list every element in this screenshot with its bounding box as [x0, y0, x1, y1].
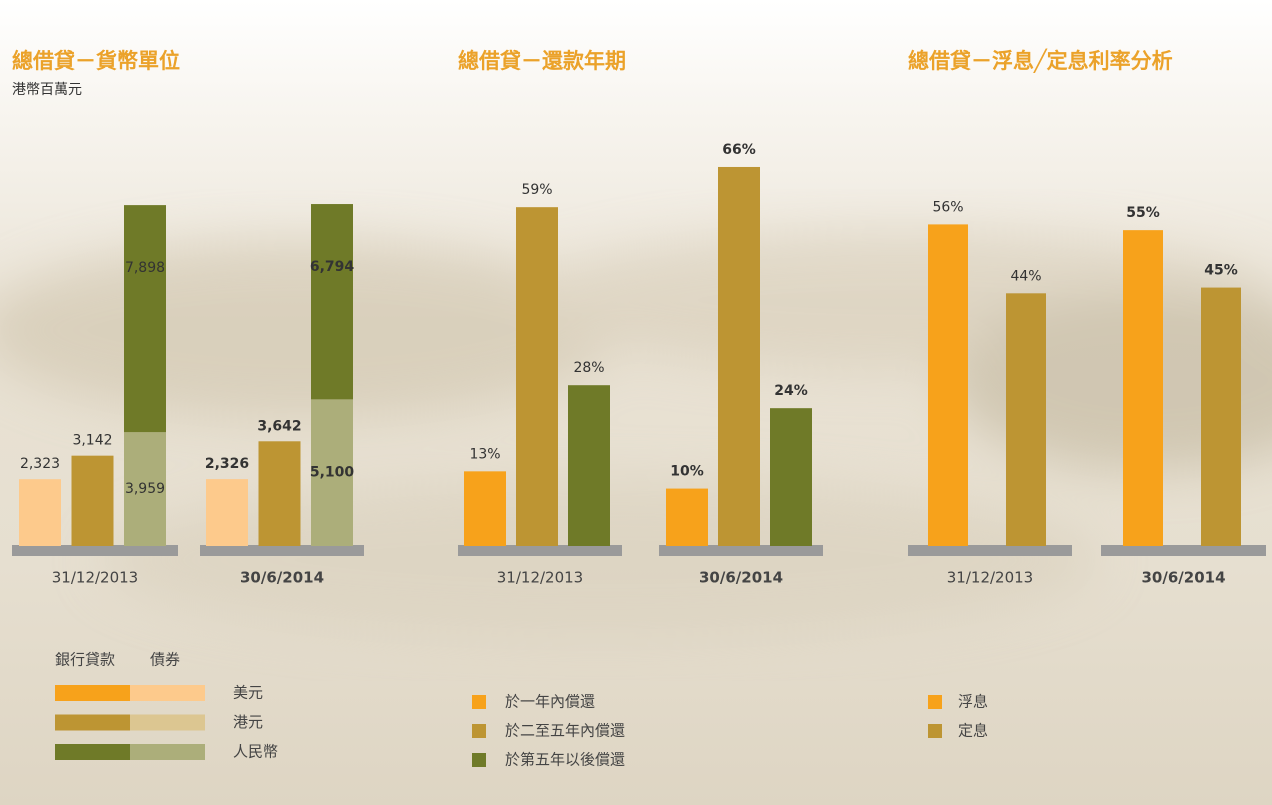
x-category-label: 31/12/2013	[52, 569, 138, 587]
value-label: 2,323	[20, 456, 60, 472]
value-label: 2,326	[205, 456, 249, 472]
legend-label: 於二至五年內償還	[505, 722, 625, 740]
baseline	[12, 545, 178, 556]
value-label: 66%	[722, 142, 756, 158]
chart-subtitle: 港幣百萬元	[12, 82, 82, 98]
bar	[666, 488, 708, 546]
chart-title: 總借貸－貨幣單位	[12, 49, 180, 73]
loan-segment	[258, 441, 301, 546]
bar	[516, 207, 558, 546]
value-label: 56%	[932, 199, 963, 215]
value-label: 7,898	[125, 260, 165, 276]
legend-header: 銀行貸款	[55, 651, 115, 669]
legend-swatch-bond	[130, 744, 205, 760]
x-category-label: 30/6/2014	[240, 569, 324, 587]
value-label: 3,959	[125, 481, 165, 497]
legend-swatch-bond	[130, 714, 205, 731]
value-label: 28%	[573, 360, 604, 376]
bar	[1201, 287, 1241, 546]
legend-swatch	[472, 695, 486, 709]
legend-label: 浮息	[958, 693, 988, 711]
legend-swatch-loan	[55, 714, 130, 731]
x-category-label: 31/12/2013	[947, 569, 1033, 587]
legend-label: 於第五年以後償還	[505, 751, 625, 769]
legend-label: 於一年內償還	[505, 693, 595, 711]
bar	[718, 166, 760, 546]
chart-title: 總借貸－還款年期	[458, 49, 626, 73]
legend-swatch	[472, 753, 486, 767]
legend-swatch	[928, 695, 942, 709]
legend-swatch-loan	[55, 685, 130, 701]
legend-swatch-loan	[55, 744, 130, 760]
bond-segment	[311, 399, 353, 546]
baseline	[458, 545, 622, 556]
x-category-label: 31/12/2013	[497, 569, 583, 587]
baseline	[659, 545, 823, 556]
bar	[568, 385, 610, 546]
loan-segment	[71, 455, 114, 546]
chart-title: 總借貸－浮息╱定息利率分析	[908, 48, 1173, 74]
baseline	[908, 545, 1072, 556]
legend-swatch-bond	[130, 685, 205, 701]
legend-header: 債券	[150, 651, 180, 669]
bar	[770, 408, 812, 546]
bar	[928, 224, 968, 546]
legend-swatch	[928, 724, 942, 738]
bar	[464, 471, 506, 546]
loan-segment	[311, 204, 353, 400]
legend-label: 港元	[233, 713, 263, 731]
bond-segment	[206, 479, 248, 546]
value-label: 13%	[469, 446, 500, 462]
value-label: 55%	[1126, 205, 1160, 221]
loan-segment	[124, 205, 166, 433]
value-label: 6,794	[310, 259, 355, 275]
bar	[1006, 293, 1046, 546]
value-label: 24%	[774, 383, 808, 399]
legend-label: 定息	[958, 722, 988, 740]
value-label: 59%	[521, 182, 552, 198]
value-label: 45%	[1204, 263, 1238, 279]
value-label: 3,642	[257, 418, 301, 434]
legend-label: 人民幣	[233, 743, 278, 761]
baseline	[200, 545, 364, 556]
bond-segment	[19, 479, 61, 546]
x-category-label: 30/6/2014	[1141, 569, 1225, 587]
legend-swatch	[472, 724, 486, 738]
value-label: 3,142	[72, 433, 112, 449]
legend-label: 美元	[233, 684, 263, 702]
x-category-label: 30/6/2014	[699, 569, 783, 587]
value-label: 44%	[1010, 268, 1041, 284]
bar	[1123, 230, 1163, 546]
value-label: 5,100	[310, 465, 355, 481]
bond-segment	[124, 432, 166, 546]
baseline	[1101, 545, 1266, 556]
value-label: 10%	[670, 464, 704, 480]
